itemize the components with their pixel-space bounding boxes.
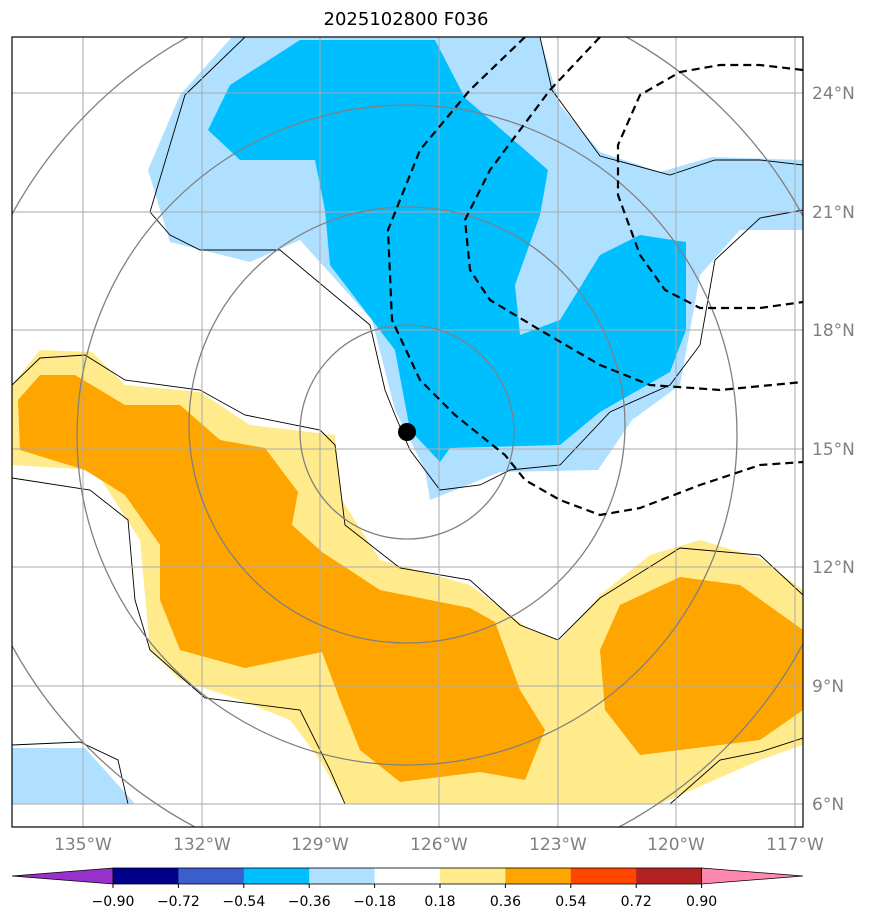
colorbar-tick-label: 0.90 xyxy=(686,894,717,910)
colorbar-segment xyxy=(178,868,245,884)
lon-label: 135°W xyxy=(54,835,112,855)
lat-label: 18°N xyxy=(812,321,855,341)
colorbar-segment xyxy=(309,868,376,884)
pos-anomaly-mid-east xyxy=(600,577,803,755)
colorbar-tick-label: −0.72 xyxy=(157,894,200,910)
colorbar-segment xyxy=(440,868,506,884)
colorbar-segment xyxy=(243,868,310,884)
colorbar-tick-label: −0.18 xyxy=(353,894,396,910)
colorbar-tick-label: −0.36 xyxy=(288,894,331,910)
range-rings xyxy=(12,37,803,827)
lat-label: 9°N xyxy=(812,677,844,697)
lat-label: 15°N xyxy=(812,440,855,460)
colorbar-tick-label: 0.36 xyxy=(490,894,521,910)
colorbar-extend-low xyxy=(11,867,114,885)
boundary-north xyxy=(149,209,803,491)
map-border xyxy=(11,36,804,828)
colorbar-tick-label: −0.54 xyxy=(222,894,265,910)
colorbar-segment xyxy=(636,868,703,884)
boundary-north-2 xyxy=(149,37,803,213)
storm-center-marker xyxy=(398,423,416,441)
colorbar: −0.90 −0.72 −0.54 −0.36 −0.18 0.18 0.36 0.54 0.7… xyxy=(11,867,804,910)
lat-label: 21°N xyxy=(812,203,855,223)
colorbar-tick-label: 0.72 xyxy=(621,894,652,910)
colorbar-tick-label: −0.90 xyxy=(92,894,135,910)
lon-label: 126°W xyxy=(410,835,468,855)
lat-label: 24°N xyxy=(812,84,855,104)
lat-label: 12°N xyxy=(812,558,855,578)
lon-labels: 135°W 132°W 129°W 126°W 123°W 120°W 117°… xyxy=(54,835,824,855)
colorbar-tick-label: 0.54 xyxy=(555,894,586,910)
lon-label: 132°W xyxy=(173,835,231,855)
neg-anomaly-light-sw xyxy=(12,748,135,804)
dashed-contours xyxy=(386,37,803,517)
colorbar-segment xyxy=(374,868,441,884)
boundary-se xyxy=(669,737,803,805)
pos-anomaly-mid xyxy=(18,375,545,782)
map-title: 2025102800 F036 xyxy=(323,9,489,30)
lon-label: 123°W xyxy=(529,835,587,855)
lon-label: 117°W xyxy=(766,835,824,855)
lon-label: 129°W xyxy=(291,835,349,855)
colorbar-segment xyxy=(505,868,572,884)
colorbar-segment xyxy=(113,868,179,884)
lat-label: 6°N xyxy=(812,795,844,815)
boundary-sw xyxy=(12,741,129,805)
colorbar-tick-label: 0.18 xyxy=(424,894,455,910)
colorbar-segment xyxy=(570,868,637,884)
grid xyxy=(12,37,803,827)
lon-label: 120°W xyxy=(647,835,705,855)
colorbar-border xyxy=(112,867,702,885)
lat-labels: 24°N 21°N 18°N 15°N 12°N 9°N 6°N xyxy=(812,84,855,815)
colorbar-extend-high xyxy=(701,867,804,885)
neg-anomaly-mid xyxy=(208,40,686,462)
boundary-mid xyxy=(12,354,803,641)
